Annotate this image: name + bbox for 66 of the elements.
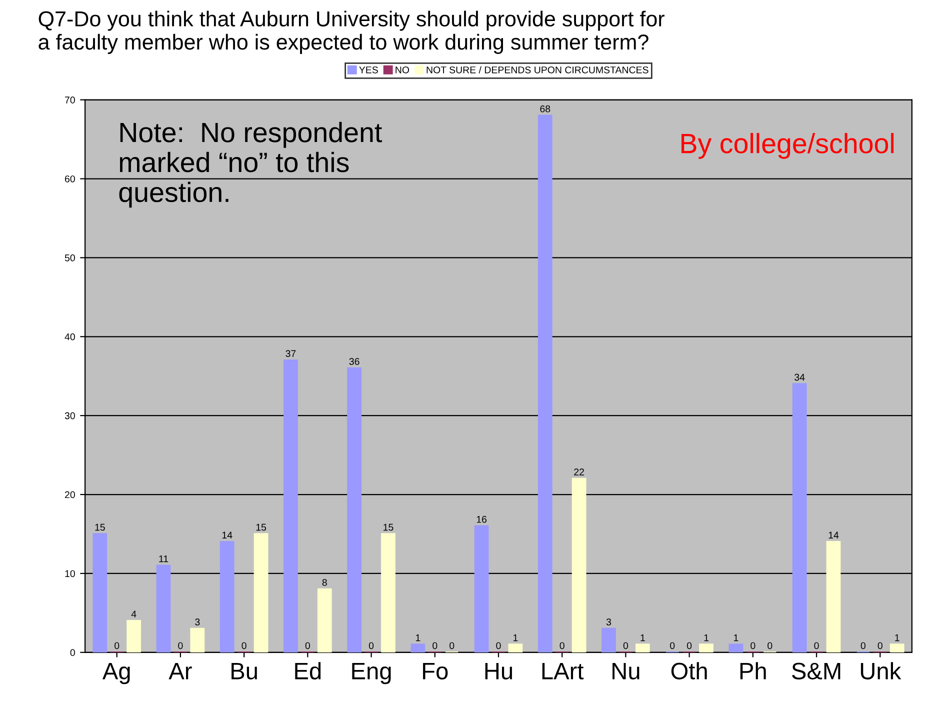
x-tick-label: Ed — [295, 662, 321, 680]
data-label: 0 — [432, 642, 438, 650]
annotation: Note: No respondent marked “no” to this question. — [119, 122, 382, 208]
y-tick-label: 20 — [65, 491, 75, 498]
y-tick-label: 30 — [64, 412, 75, 420]
y-tick-label: 50 — [64, 254, 75, 262]
data-label: 3 — [195, 618, 200, 626]
data-label: 11 — [159, 555, 168, 562]
data-label: 22 — [574, 468, 584, 476]
chart-title: Q7-Do you think that Auburn University should provide support for a faculty member who is expected to work during summer term? — [38, 10, 664, 54]
data-label: 0 — [878, 642, 882, 650]
annotation: By college/school — [682, 132, 894, 159]
data-label: 8 — [322, 579, 327, 586]
data-label: 0 — [686, 642, 692, 650]
data-label: 16 — [476, 516, 487, 523]
data-label: 0 — [560, 642, 564, 650]
data-label: 34 — [794, 374, 805, 381]
data-label: 68 — [540, 105, 550, 112]
data-label: 37 — [286, 350, 296, 358]
data-label: 1 — [895, 634, 900, 642]
data-label: 0 — [178, 642, 183, 650]
legend-label: NO — [396, 66, 410, 74]
data-label: 0 — [496, 642, 501, 650]
x-tick-label: Ar — [168, 662, 192, 680]
data-label: 0 — [305, 642, 310, 650]
x-tick-label: S&M — [792, 662, 840, 680]
data-label: 15 — [95, 524, 105, 531]
data-label: 1 — [513, 634, 518, 642]
data-label: 14 — [828, 532, 839, 538]
data-label: 15 — [384, 524, 394, 531]
data-label: 1 — [640, 634, 645, 642]
legend-label: YES — [359, 66, 378, 74]
x-tick-label: LArt — [542, 662, 584, 680]
legend-label: NOT SURE / DEPENDS UPON CIRCUMSTANCES — [426, 66, 648, 74]
x-tick-label: Hu — [485, 662, 512, 680]
data-label: 0 — [242, 642, 246, 650]
data-label: 14 — [222, 532, 232, 538]
x-tick-label: Unk — [860, 662, 902, 680]
y-tick-label: 60 — [65, 175, 75, 182]
data-label: 36 — [349, 358, 360, 365]
x-tick-label: Ph — [740, 662, 766, 680]
data-label: 15 — [256, 524, 266, 531]
x-tick-label: Ag — [102, 662, 130, 684]
data-label: 3 — [606, 618, 612, 626]
x-tick-label: Oth — [671, 662, 707, 680]
y-tick-label: 70 — [65, 96, 75, 104]
x-tick-label: Fo — [423, 662, 448, 680]
data-label: 0 — [368, 642, 374, 650]
data-label: 0 — [768, 642, 772, 650]
x-tick-label: Nu — [612, 662, 640, 680]
data-label: 0 — [670, 642, 675, 650]
data-label: 0 — [860, 642, 866, 650]
data-label: 0 — [450, 642, 454, 650]
x-tick-label: Eng — [352, 662, 391, 684]
data-label: 4 — [131, 610, 136, 618]
data-label: 0 — [814, 642, 819, 650]
y-tick-label: 10 — [65, 570, 75, 578]
x-tick-label: Bu — [232, 662, 257, 680]
data-label: 0 — [623, 642, 628, 650]
y-tick-label: 0 — [70, 649, 75, 656]
data-label: 1 — [704, 634, 708, 642]
data-label: 1 — [416, 634, 420, 642]
data-label: 1 — [734, 634, 738, 642]
y-tick-label: 40 — [64, 333, 75, 340]
data-label: 0 — [750, 642, 756, 650]
data-label: 0 — [114, 642, 120, 650]
